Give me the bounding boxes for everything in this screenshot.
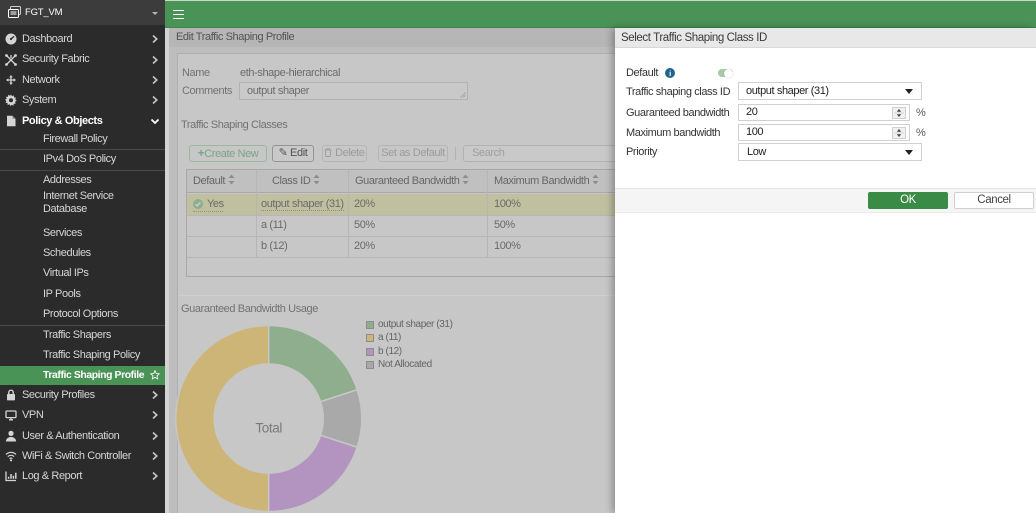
svg-text:i: i <box>669 69 671 78</box>
svg-text:Total: Total <box>255 421 282 436</box>
